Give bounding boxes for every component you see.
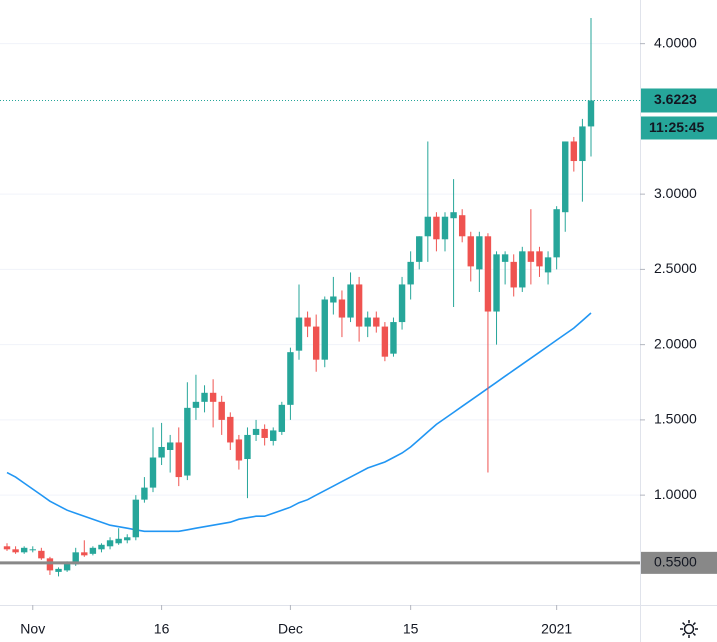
x-tick-label: 15: [403, 621, 419, 637]
candle-body: [390, 322, 397, 354]
candle-body: [373, 317, 380, 327]
candle-body: [175, 442, 182, 478]
candle-body: [562, 141, 569, 213]
candle-body: [38, 550, 45, 559]
price-label-bg: [641, 88, 717, 113]
candle-body: [476, 236, 483, 270]
candle-body: [312, 326, 320, 360]
y-tick-label: 2.5000: [654, 260, 697, 276]
candle-body: [218, 401, 225, 420]
candle-body: [398, 284, 406, 323]
horizontal-line-label-bg: [641, 551, 717, 574]
candle-body: [570, 141, 578, 162]
candle-body: [330, 296, 337, 303]
candle-body: [355, 284, 363, 327]
candle-body: [132, 499, 140, 538]
candle-body: [433, 216, 440, 240]
candle-body: [63, 562, 71, 571]
candle-body: [544, 257, 552, 273]
y-tick-label: 4.0000: [654, 34, 697, 50]
candle-body: [227, 416, 234, 443]
countdown-bg: [641, 116, 717, 140]
candle-body: [381, 326, 389, 357]
price-label: 3.6223: [654, 91, 697, 107]
candle-body: [510, 261, 517, 288]
candle-body: [519, 251, 526, 288]
y-tick-label: 1.0000: [654, 486, 697, 502]
candle-body: [450, 212, 457, 219]
candle-body: [184, 407, 191, 476]
candle-body: [278, 404, 286, 432]
candle-body: [201, 392, 208, 402]
candle-body: [458, 215, 466, 237]
candle-body: [338, 299, 346, 318]
candle-body: [553, 209, 560, 258]
candle-body: [587, 100, 595, 127]
candle-body: [416, 236, 423, 262]
x-tick-label: 16: [154, 621, 170, 637]
candle-body: [347, 284, 354, 318]
candle-body: [46, 558, 54, 571]
moving-average-line: [6, 312, 592, 533]
y-tick-label: 1.5000: [654, 411, 697, 427]
candle-body: [252, 428, 260, 435]
horizontal-line-label: 0.5500: [654, 554, 697, 570]
candle-body: [235, 439, 243, 461]
candle-body: [536, 251, 543, 267]
candle-body: [244, 434, 251, 460]
candle-body: [493, 254, 500, 312]
countdown: 11:25:45: [649, 119, 704, 135]
x-tick-label: Dec: [278, 621, 303, 637]
candle-body: [115, 538, 122, 544]
candle-body: [270, 430, 277, 441]
y-tick-label: 2.0000: [654, 335, 697, 351]
candle-body: [579, 126, 586, 162]
settings-icon-hub: [683, 623, 695, 635]
candle-body: [141, 487, 148, 500]
candle-body: [441, 216, 449, 240]
candle-body: [55, 568, 62, 572]
candle-body: [89, 547, 97, 554]
settings-icon-spokes: [680, 620, 698, 638]
candle-body: [158, 446, 165, 458]
candle-body: [209, 392, 217, 402]
candle-body: [364, 317, 371, 327]
candle-body: [72, 552, 79, 565]
candle-body: [287, 352, 294, 405]
y-tick-label: 3.0000: [654, 185, 697, 201]
candle-body: [106, 540, 114, 547]
candle-body: [484, 236, 492, 312]
candle-body: [166, 442, 174, 450]
candle-body: [29, 549, 36, 551]
candle-body: [407, 261, 414, 285]
candle-body: [20, 547, 28, 553]
candle-body: [12, 549, 19, 553]
candle-body: [192, 401, 200, 408]
x-tick-label: 2021: [541, 621, 572, 637]
candle-body: [467, 236, 474, 267]
x-tick-label: Nov: [20, 621, 45, 637]
candle-body: [501, 254, 509, 262]
plot-area: [0, 18, 640, 577]
candle-body: [261, 428, 268, 438]
candle-body: [124, 537, 131, 541]
candle-body: [98, 544, 105, 550]
candle-body: [295, 317, 303, 351]
candle-body: [304, 317, 311, 327]
candle-body: [527, 251, 535, 262]
candle-body: [81, 552, 88, 556]
candle-body: [321, 299, 328, 360]
candle-body: [149, 457, 157, 488]
candle-body: [424, 216, 432, 237]
settings-icon[interactable]: [680, 620, 698, 638]
candle-body: [3, 546, 11, 550]
